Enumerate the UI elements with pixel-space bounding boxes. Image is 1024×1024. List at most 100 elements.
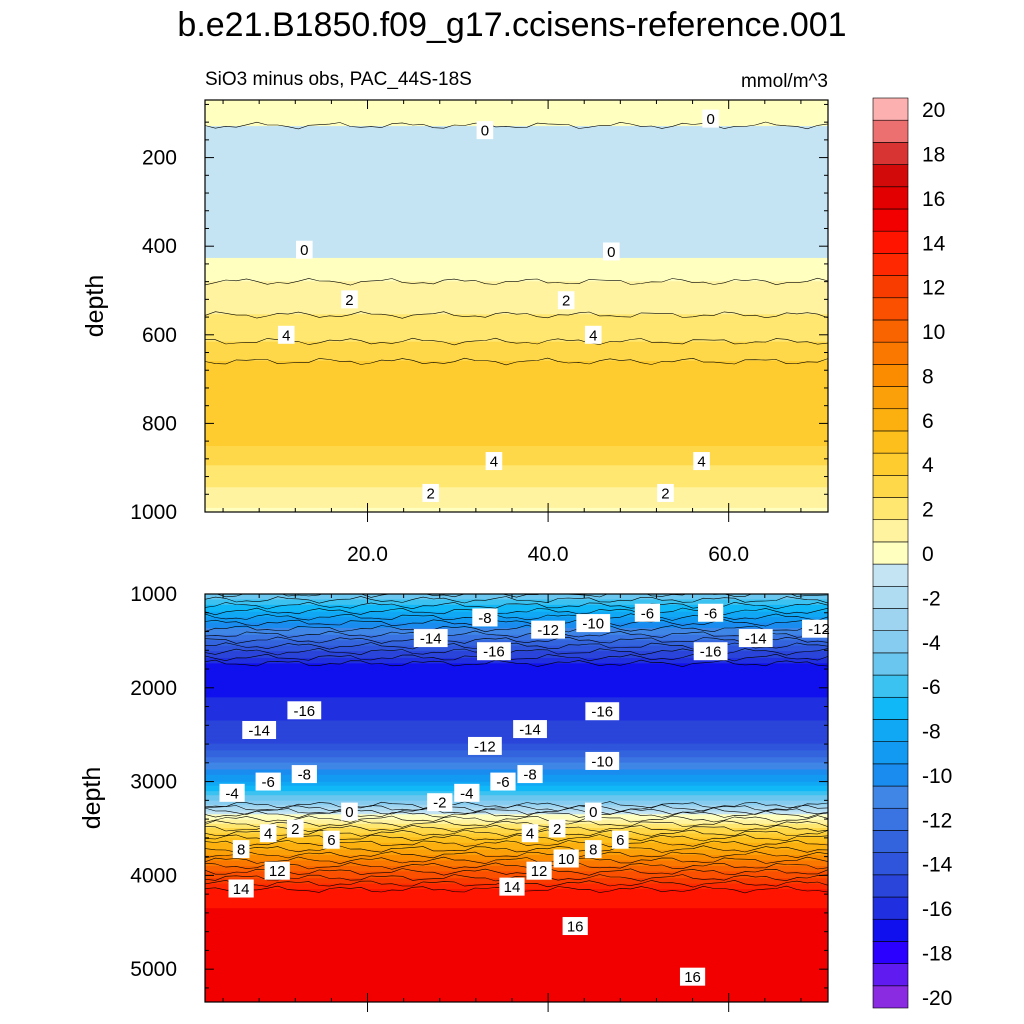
lower-contour-label-box <box>219 783 245 802</box>
lower-fill-band <box>205 906 828 909</box>
upper-fill-band <box>205 363 828 366</box>
lower-contour-label-box <box>341 802 358 821</box>
upper-fill-band <box>205 246 828 249</box>
lower-fill-band <box>205 626 828 629</box>
lower-fill-band <box>205 931 828 934</box>
colorbar-tick-label: -4 <box>922 632 941 655</box>
upper-fill-band <box>205 121 828 124</box>
upper-fill-band <box>205 245 828 248</box>
lower-fill-band <box>205 754 828 757</box>
upper-fill-band <box>205 392 828 395</box>
lower-fill-band <box>205 641 828 644</box>
upper-fill-band <box>205 476 828 479</box>
colorbar-tick-label: 14 <box>922 232 946 255</box>
upper-fill-band <box>205 203 828 205</box>
lower-fill-band <box>205 625 828 628</box>
upper-fill-band <box>205 234 828 237</box>
lower-fill-band <box>205 989 828 992</box>
upper-fill-band <box>205 277 828 280</box>
colorbar-swatch <box>872 208 909 232</box>
upper-fill-band <box>205 505 828 508</box>
upper-fill-band <box>205 137 828 140</box>
upper-fill-band <box>205 160 828 163</box>
upper-contour-line <box>205 311 828 319</box>
lower-contour-label-box <box>427 793 453 812</box>
lower-fill-band <box>205 840 828 843</box>
upper-fill-band <box>205 128 828 131</box>
lower-fill-band <box>205 836 828 839</box>
lower-contour-line <box>205 856 828 865</box>
colorbar-tick-label: -12 <box>922 809 952 832</box>
colorbar-swatch <box>872 630 909 654</box>
upper-subtitle-right: mmol/m^3 <box>741 71 828 92</box>
lower-fill-band <box>205 980 828 983</box>
lower-fill-band <box>205 944 828 947</box>
lower-contour-label-box <box>584 840 602 859</box>
upper-fill-band <box>205 285 828 288</box>
upper-fill-band <box>205 308 828 311</box>
lower-fill-band <box>205 666 828 669</box>
lower-contour-label-box <box>413 629 448 648</box>
lower-fill-band <box>205 798 828 800</box>
upper-fill-band <box>205 446 828 449</box>
lower-fill-band <box>205 799 828 802</box>
upper-fill-band <box>205 267 828 270</box>
lower-fill-band <box>205 708 828 711</box>
upper-fill-band <box>205 278 828 281</box>
lower-fill-band <box>205 630 828 633</box>
lower-fill-band <box>205 618 828 621</box>
upper-fill-band <box>205 182 828 185</box>
upper-fill-band <box>205 469 828 472</box>
colorbar-swatches <box>872 97 909 1009</box>
lower-fill-band <box>205 823 828 826</box>
lower-fill-band <box>205 747 828 750</box>
lower-fill-band <box>205 939 828 942</box>
colorbar-tick-label: -10 <box>922 765 952 788</box>
upper-fill-band <box>205 157 828 160</box>
lower-fill-band <box>205 984 828 987</box>
lower-fill-band <box>205 648 828 651</box>
upper-fill-band <box>205 422 828 425</box>
lower-fill-band <box>205 783 828 785</box>
upper-fill-band <box>205 209 828 212</box>
upper-fill-band <box>205 148 828 151</box>
lower-fill-band <box>205 602 828 605</box>
lower-fill-band <box>205 814 828 817</box>
lower-contour-label-box <box>531 620 566 639</box>
lower-fill-band <box>205 701 828 704</box>
upper-fill-band <box>205 347 828 350</box>
lower-fill-band <box>205 636 828 639</box>
lower-fill-band <box>205 961 828 964</box>
upper-fill-band <box>205 167 828 170</box>
upper-fill-band <box>205 201 828 204</box>
lower-fill-band <box>205 777 828 780</box>
upper-fill-band <box>205 126 828 129</box>
lower-fill-band <box>205 773 828 776</box>
lower-contour-label-box <box>584 802 602 821</box>
lower-contour-label-box <box>286 819 304 838</box>
lower-fill-band <box>205 693 828 696</box>
upper-fill-band <box>205 355 828 358</box>
upper-contour-label-box <box>657 483 674 502</box>
upper-fill-band <box>205 108 828 111</box>
upper-fill-band <box>205 425 828 428</box>
colorbar-swatch <box>872 230 909 254</box>
upper-fill-band <box>205 473 828 476</box>
upper-subtitle-left: SiO3 minus obs, PAC_44S-18S <box>205 69 472 90</box>
upper-fill-band <box>205 174 828 177</box>
lower-fill-band <box>205 765 828 768</box>
upper-fill-band <box>205 301 828 304</box>
lower-contour-label: 14 <box>233 881 250 898</box>
lower-contour-label: -16 <box>483 644 505 661</box>
lower-fill-band <box>205 749 828 751</box>
colorbar-swatch <box>872 608 909 631</box>
lower-fill-band <box>205 788 828 791</box>
upper-fill-band <box>205 296 828 299</box>
lower-fill-band <box>205 934 828 936</box>
upper-fill-band <box>205 268 828 271</box>
upper-fill-band <box>205 220 828 223</box>
lower-contour-label: 8 <box>237 842 245 859</box>
